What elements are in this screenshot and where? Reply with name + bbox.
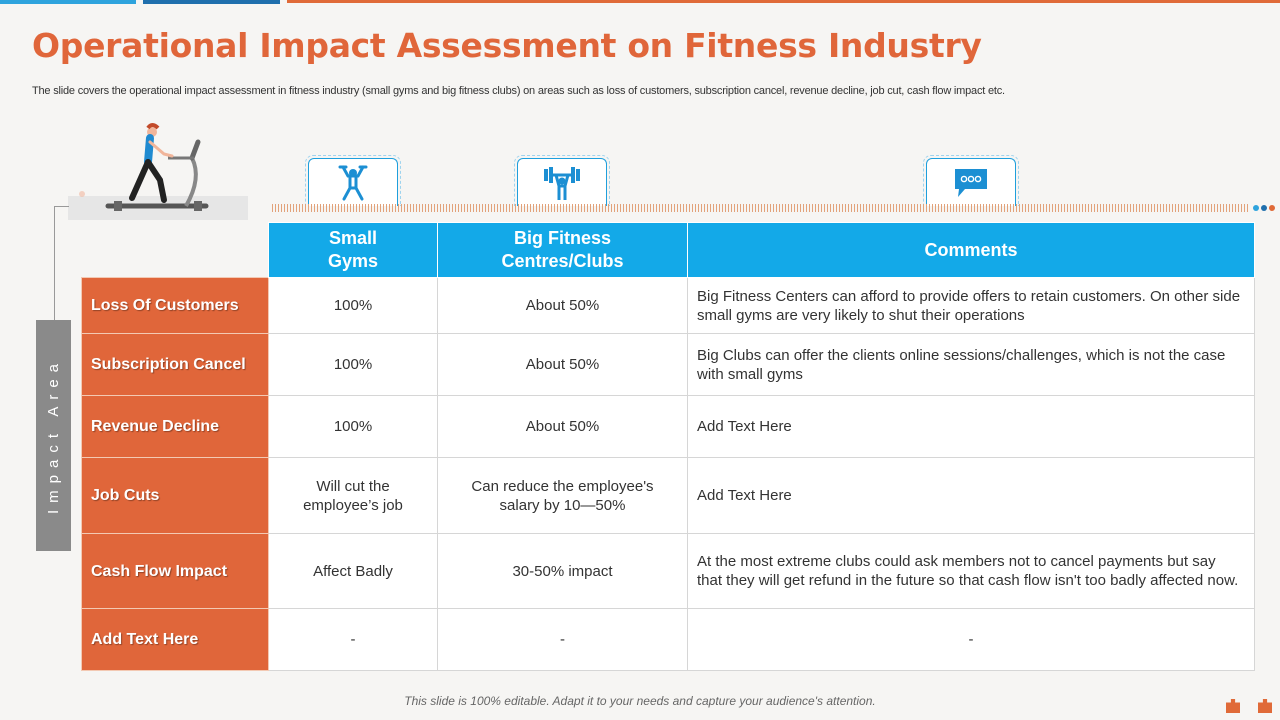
comment-cell: Add Text Here (687, 395, 1255, 458)
weightlifter-icon (338, 165, 368, 200)
comments-icon-box (923, 155, 1019, 206)
table-row: Subscription Cancel 100% About 50% Big C… (81, 333, 1255, 396)
slide-nav (1226, 699, 1272, 713)
page-title: Operational Impact Assessment on Fitness… (32, 26, 982, 65)
puzzle-icon[interactable] (1226, 699, 1240, 713)
row-area-label: Add Text Here (81, 608, 269, 671)
big-clubs-cell: About 50% (437, 333, 688, 396)
comment-cell: Big Clubs can offer the clients online s… (687, 333, 1255, 396)
comment-cell: Add Text Here (687, 457, 1255, 534)
big-clubs-icon-box (514, 155, 610, 206)
small-gyms-cell: 100% (268, 395, 438, 458)
barbell-person-icon (544, 166, 580, 200)
table-row: Job Cuts Will cut the employee’s job Can… (81, 457, 1255, 534)
impact-table: Small Gyms Big Fitness Centres/Clubs Com… (81, 222, 1255, 671)
top-accent-bar-2 (143, 0, 280, 4)
small-gyms-icon-box (305, 155, 401, 206)
small-gyms-cell: 100% (268, 333, 438, 396)
big-clubs-cell: 30-50% impact (437, 533, 688, 609)
row-area-label: Loss Of Customers (81, 277, 269, 334)
big-clubs-cell: - (437, 608, 688, 671)
connector-line (54, 206, 55, 321)
top-accent-bar-3 (287, 0, 1280, 3)
row-area-label: Subscription Cancel (81, 333, 269, 396)
row-area-label: Job Cuts (81, 457, 269, 534)
small-gyms-cell: Will cut the employee’s job (268, 457, 438, 534)
big-clubs-cell: About 50% (437, 395, 688, 458)
chat-bubble-icon (955, 168, 987, 197)
top-accent-bar-1 (0, 0, 136, 4)
dotted-divider (272, 204, 1250, 212)
impact-area-label: Impact Area (36, 320, 71, 551)
page-subtitle: The slide covers the operational impact … (32, 85, 1005, 97)
row-area-label: Revenue Decline (81, 395, 269, 458)
treadmill-runner-icon (68, 123, 248, 220)
header-big-fitness: Big Fitness Centres/Clubs (437, 222, 688, 278)
dot-decoration (1253, 205, 1275, 211)
row-area-label: Cash Flow Impact (81, 533, 269, 609)
connector-line (54, 206, 69, 207)
comment-cell: At the most extreme clubs could ask memb… (687, 533, 1255, 609)
big-clubs-cell: About 50% (437, 277, 688, 334)
header-small-gyms: Small Gyms (268, 222, 438, 278)
footnote: This slide is 100% editable. Adapt it to… (404, 694, 876, 708)
small-gyms-cell: 100% (268, 277, 438, 334)
big-clubs-cell: Can reduce the employee's salary by 10—5… (437, 457, 688, 534)
table-row: Loss Of Customers 100% About 50% Big Fit… (81, 277, 1255, 334)
puzzle-icon[interactable] (1258, 699, 1272, 713)
table-row: Add Text Here - - - (81, 608, 1255, 671)
header-blank-cell (82, 223, 269, 278)
small-gyms-cell: Affect Badly (268, 533, 438, 609)
table-row: Revenue Decline 100% About 50% Add Text … (81, 395, 1255, 458)
table-header-row: Small Gyms Big Fitness Centres/Clubs Com… (82, 222, 1255, 278)
header-comments: Comments (687, 222, 1255, 278)
small-gyms-cell: - (268, 608, 438, 671)
table-row: Cash Flow Impact Affect Badly 30-50% imp… (81, 533, 1255, 609)
comment-cell: - (687, 608, 1255, 671)
comment-cell: Big Fitness Centers can afford to provid… (687, 277, 1255, 334)
